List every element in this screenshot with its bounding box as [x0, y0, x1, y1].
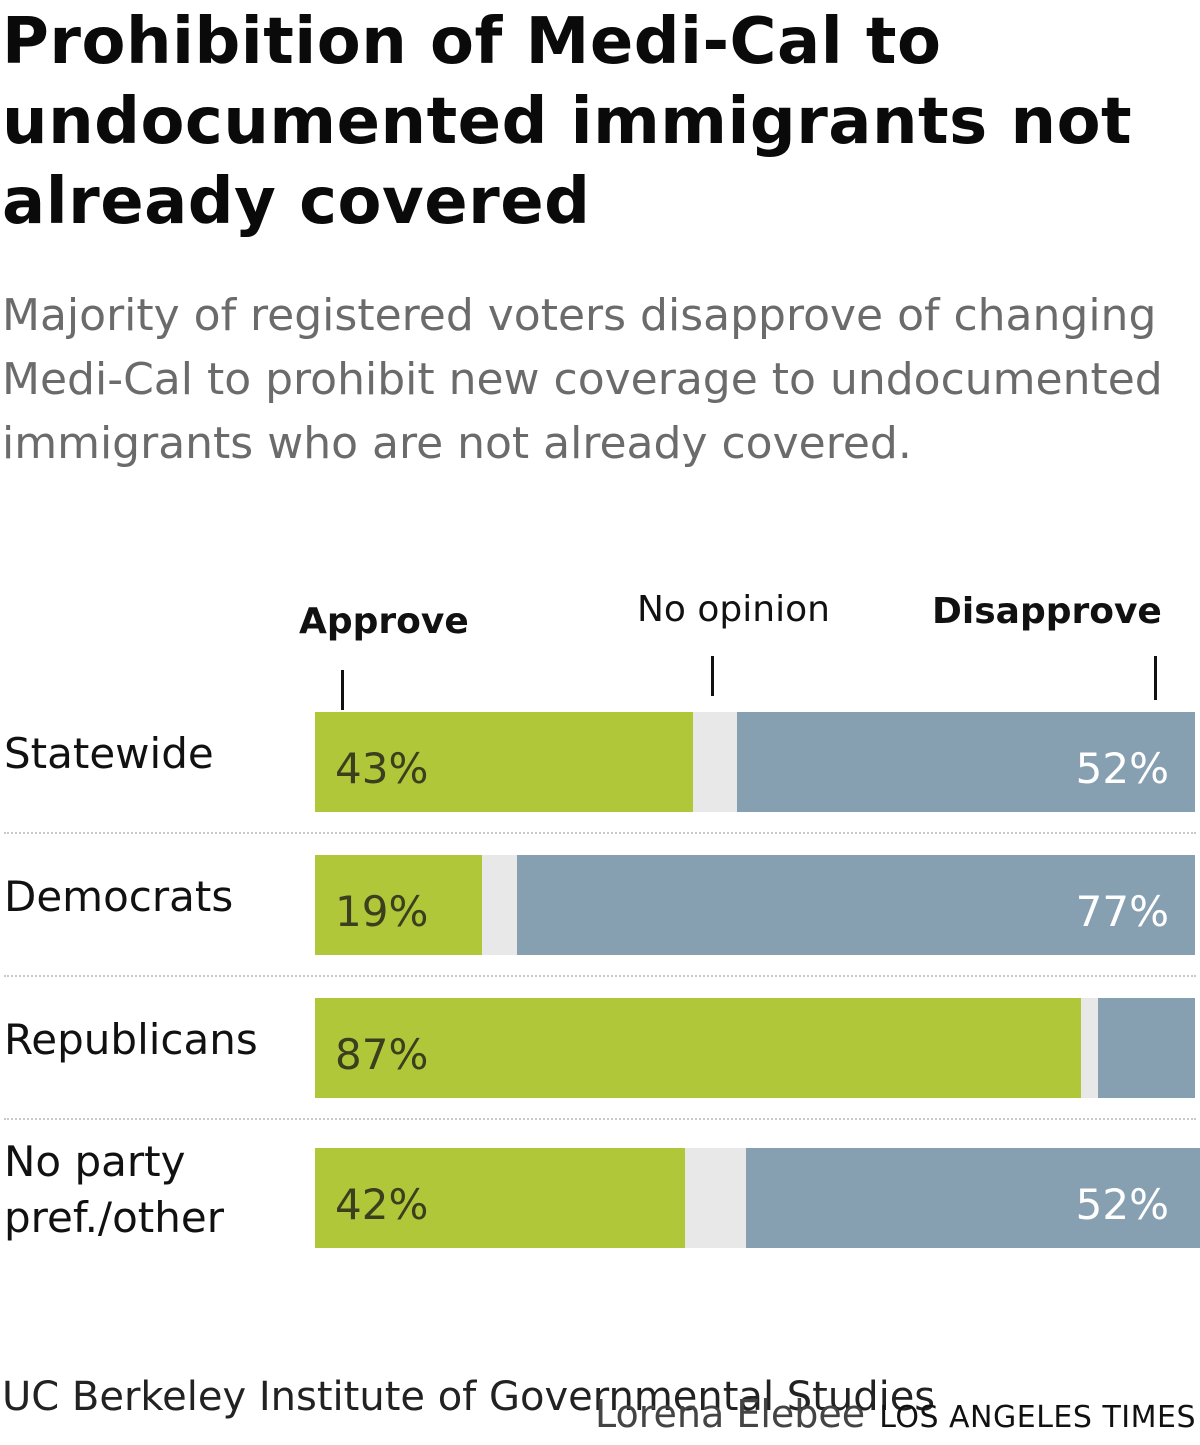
- value-label-approve: 87%: [335, 1030, 429, 1079]
- author-credit: Lorena Elebee: [594, 1392, 866, 1436]
- row-divider: [4, 832, 1196, 834]
- row-label-line: Republicans: [4, 1015, 258, 1064]
- bar-segment-disapprove: [1098, 998, 1195, 1098]
- bar-segment-no-opinion: [693, 712, 738, 812]
- row-label: Republicans: [4, 1012, 258, 1068]
- source-note: UC Berkeley Institute of Governmental St…: [2, 1374, 936, 1420]
- value-label-disapprove: 77%: [1075, 887, 1169, 936]
- bar-segment-no-opinion: [1080, 998, 1099, 1098]
- row-label-line: No party: [4, 1137, 186, 1186]
- legend-tick-approve: [341, 670, 344, 710]
- publication-credit: LOS ANGELES TIMES: [879, 1400, 1196, 1435]
- value-label-disapprove: 52%: [1075, 1180, 1169, 1229]
- legend-disapprove: Disapprove: [932, 591, 1162, 632]
- bar-segment-disapprove: [517, 855, 1195, 955]
- credit-line: Lorena Elebee LOS ANGELES TIMES: [595, 1392, 1196, 1445]
- row-label: Statewide: [4, 726, 214, 782]
- legend-tick-no-opinion: [711, 656, 714, 696]
- chart-subtitle: Majority of registered voters disapprove…: [2, 290, 1163, 469]
- legend-tick-disapprove: [1154, 656, 1157, 700]
- value-label-approve: 19%: [335, 887, 429, 936]
- legend-no-opinion: No opinion: [637, 589, 830, 630]
- row-divider: [4, 975, 1196, 977]
- value-label-disapprove: 52%: [1075, 744, 1169, 793]
- bar-segment-approve: [315, 1148, 685, 1248]
- bar-segment-approve: [315, 855, 483, 955]
- row-label-line: Statewide: [4, 729, 214, 778]
- value-label-approve: 42%: [335, 1180, 429, 1229]
- bar-segment-disapprove: [737, 712, 1195, 812]
- row-label: Democrats: [4, 869, 233, 925]
- row-label-line: pref./other: [4, 1193, 224, 1242]
- bar-segment-no-opinion: [684, 1148, 747, 1248]
- bar-segment-approve: [315, 998, 1081, 1098]
- bar-segment-disapprove: [746, 1148, 1200, 1248]
- row-label: No party pref./other: [4, 1134, 224, 1246]
- legend-approve: Approve: [299, 601, 469, 642]
- row-divider: [4, 1118, 1196, 1120]
- chart-title: Prohibition of Medi-Cal to undocumented …: [2, 5, 1133, 239]
- value-label-approve: 43%: [335, 744, 429, 793]
- bar-segment-approve: [315, 712, 694, 812]
- row-label-line: Democrats: [4, 872, 234, 921]
- bar-segment-no-opinion: [482, 855, 518, 955]
